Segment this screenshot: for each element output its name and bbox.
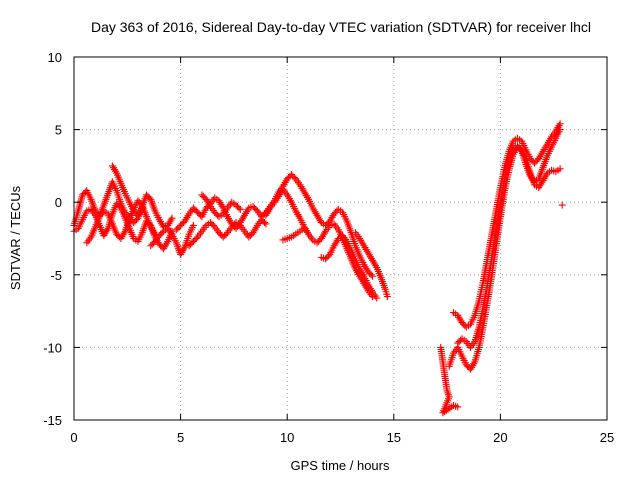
data-point [442, 406, 450, 414]
axis-ticks: 0 5 10 15 20 25 -15 -10 -5 0 5 10 [43, 50, 614, 445]
series-track-15 [454, 126, 566, 351]
series-track-11 [317, 232, 381, 302]
data-point [138, 204, 146, 212]
series-track-12 [351, 229, 391, 301]
plot-frame [73, 56, 608, 421]
data-point [235, 204, 243, 212]
series-track-7 [185, 216, 270, 250]
series-track-5 [147, 221, 197, 258]
data-point [444, 405, 452, 413]
chart-title: Day 363 of 2016, Sidereal Day-to-day VTE… [91, 19, 591, 35]
x-tick-label: 5 [177, 430, 184, 445]
data-point [558, 201, 566, 209]
data-point [373, 294, 381, 302]
data-point [368, 272, 376, 280]
data-point [439, 409, 447, 417]
data-point [367, 271, 375, 279]
data-points [70, 120, 566, 417]
x-tick-label: 10 [280, 430, 294, 445]
data-point [556, 165, 564, 173]
x-tick-label: 15 [387, 430, 401, 445]
series-track-4 [108, 162, 146, 219]
data-point [168, 214, 176, 222]
data-point [300, 224, 308, 232]
x-tick-label: 0 [70, 430, 77, 445]
x-axis-label: GPS time / hours [291, 458, 390, 473]
series-track-9 [262, 185, 376, 301]
data-point [454, 403, 462, 411]
y-tick-label: 0 [55, 195, 62, 210]
series-track-3 [83, 197, 159, 247]
data-point [262, 220, 270, 228]
data-point [236, 205, 244, 213]
data-point [441, 408, 449, 416]
x-tick-label: 25 [600, 430, 614, 445]
series-track-8 [198, 191, 244, 221]
y-tick-label: 5 [55, 123, 62, 138]
y-tick-label: 10 [48, 50, 62, 65]
y-tick-label: -10 [43, 340, 62, 355]
data-point [324, 252, 332, 260]
y-tick-label: -5 [50, 268, 62, 283]
data-point [556, 126, 564, 134]
data-point [383, 293, 391, 301]
series-track-10 [279, 224, 308, 244]
data-point [158, 229, 166, 237]
data-point [189, 221, 197, 229]
y-axis-label: SDTVAR / TECUs [8, 185, 23, 290]
y-tick-label: -15 [43, 413, 62, 428]
grid-lines [74, 57, 607, 420]
x-tick-label: 20 [493, 430, 507, 445]
data-point [260, 219, 268, 227]
data-point [446, 404, 454, 412]
